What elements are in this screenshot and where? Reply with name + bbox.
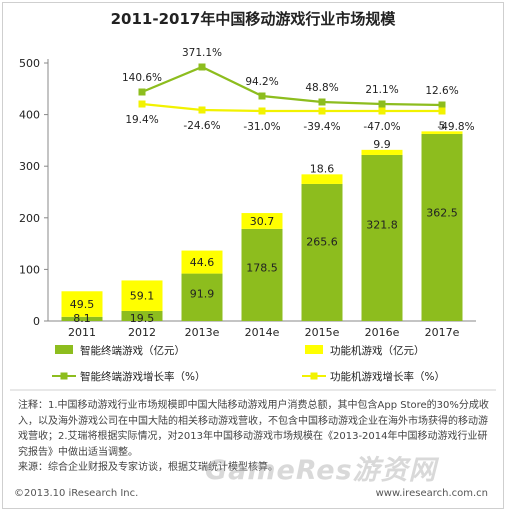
bar-feature bbox=[181, 250, 223, 274]
copyright: ©2013.10 iResearch Inc. bbox=[14, 488, 139, 499]
y-tick-label: 500 bbox=[19, 57, 40, 70]
data-label-feature: 18.6 bbox=[310, 162, 335, 175]
data-label-feature: 44.6 bbox=[190, 256, 215, 269]
chart-title: 2011-2017年中国移动游戏行业市场规模 bbox=[110, 10, 396, 28]
smart-growth-line bbox=[141, 65, 443, 107]
bar-smart bbox=[181, 273, 223, 321]
data-label-feature: 5 bbox=[439, 119, 446, 132]
bar-feature bbox=[121, 280, 163, 311]
x-tick-label: 2015e bbox=[305, 326, 340, 339]
y-tick-label: 300 bbox=[19, 160, 40, 173]
smart-growth-marker bbox=[438, 101, 446, 109]
legend-swatch-feature bbox=[305, 345, 323, 354]
bar-smart bbox=[121, 310, 163, 321]
smart-growth-marker bbox=[318, 98, 326, 106]
smart-growth-label: 48.8% bbox=[305, 82, 338, 94]
notes: 注释：1.中国移动游戏行业市场规模即中国大陆移动游戏用户消费总额，其中包含App… bbox=[18, 398, 496, 476]
bar-feature bbox=[361, 149, 403, 155]
legend-marker-feature bbox=[310, 372, 318, 380]
y-tick-label: 400 bbox=[19, 109, 40, 122]
feature-growth-label: -47.0% bbox=[363, 121, 400, 133]
data-label-smart: 8.1 bbox=[73, 312, 91, 325]
data-label-feature: 59.1 bbox=[130, 290, 155, 303]
legend-label-smart: 智能终端游戏（亿元） bbox=[80, 344, 185, 357]
data-label-smart: 19.5 bbox=[130, 312, 155, 325]
bar-smart bbox=[361, 154, 403, 321]
x-tick-label: 2016e bbox=[365, 326, 400, 339]
legend-label-feature-growth: 功能机游戏增长率（%） bbox=[330, 370, 445, 383]
legend-label-smart-growth: 智能终端游戏增长率（%） bbox=[80, 370, 205, 383]
smart-growth-label: 371.1% bbox=[182, 47, 222, 59]
smart-growth-label: 21.1% bbox=[365, 84, 398, 96]
smart-growth-marker bbox=[198, 63, 206, 71]
feature-growth-marker bbox=[438, 107, 446, 115]
feature-growth-marker bbox=[138, 100, 146, 108]
feature-growth-line bbox=[141, 102, 442, 113]
y-tick-label: 0 bbox=[33, 315, 40, 328]
bar-smart bbox=[61, 316, 103, 321]
bar-feature bbox=[61, 291, 103, 317]
feature-growth-label: -31.0% bbox=[243, 121, 280, 133]
feature-growth-label: -24.6% bbox=[183, 120, 220, 132]
feature-growth-marker bbox=[198, 106, 206, 114]
feature-growth-marker bbox=[318, 107, 326, 115]
bar-feature bbox=[301, 174, 343, 184]
smart-growth-label: 140.6% bbox=[122, 72, 162, 84]
bar-feature bbox=[421, 131, 463, 134]
bar-feature bbox=[241, 213, 283, 229]
watermark: GameRes游资网 bbox=[205, 455, 437, 486]
feature-growth-label: 19.4% bbox=[125, 114, 158, 126]
data-label-feature: 30.7 bbox=[250, 215, 275, 228]
y-tick-label: 200 bbox=[19, 212, 40, 225]
data-label-feature: 49.5 bbox=[70, 298, 95, 311]
x-tick-label: 2017e bbox=[425, 326, 460, 339]
bar-smart bbox=[421, 133, 463, 321]
feature-growth-label: -49.8% bbox=[437, 121, 474, 133]
x-tick-label: 2011 bbox=[68, 326, 96, 339]
feature-growth-marker bbox=[378, 107, 386, 115]
legend-label-feature: 功能机游戏（亿元） bbox=[330, 344, 425, 357]
legend-swatch-smart bbox=[55, 345, 73, 354]
x-tick-label: 2012 bbox=[128, 326, 156, 339]
smart-growth-marker bbox=[258, 92, 266, 100]
data-label-smart: 91.9 bbox=[190, 287, 215, 300]
data-label-smart: 321.8 bbox=[366, 219, 398, 232]
legend-marker-smart bbox=[60, 372, 68, 380]
x-tick-label: 2013e bbox=[185, 326, 220, 339]
data-label-smart: 362.5 bbox=[426, 207, 458, 220]
feature-growth-label: -39.4% bbox=[303, 121, 340, 133]
bar-smart bbox=[241, 228, 283, 321]
data-label-smart: 265.6 bbox=[306, 236, 338, 249]
bar-smart bbox=[301, 183, 343, 321]
data-label-smart: 178.5 bbox=[246, 262, 278, 275]
smart-growth-label: 12.6% bbox=[425, 85, 458, 97]
note-paragraph: 注释：1.中国移动游戏行业市场规模即中国大陆移动游戏用户消费总额，其中包含App… bbox=[18, 400, 489, 458]
website: www.iresearch.com.cn bbox=[375, 488, 488, 499]
smart-growth-marker bbox=[138, 88, 146, 96]
feature-growth-marker bbox=[258, 107, 266, 115]
source-note: 来源：综合企业财报及专家访谈，根据艾瑞统计模型核算。 bbox=[18, 462, 278, 473]
smart-growth-marker bbox=[378, 100, 386, 108]
x-tick-label: 2014e bbox=[245, 326, 280, 339]
data-label-feature: 9.9 bbox=[373, 138, 391, 151]
y-tick-label: 100 bbox=[19, 263, 40, 276]
smart-growth-label: 94.2% bbox=[245, 76, 278, 88]
